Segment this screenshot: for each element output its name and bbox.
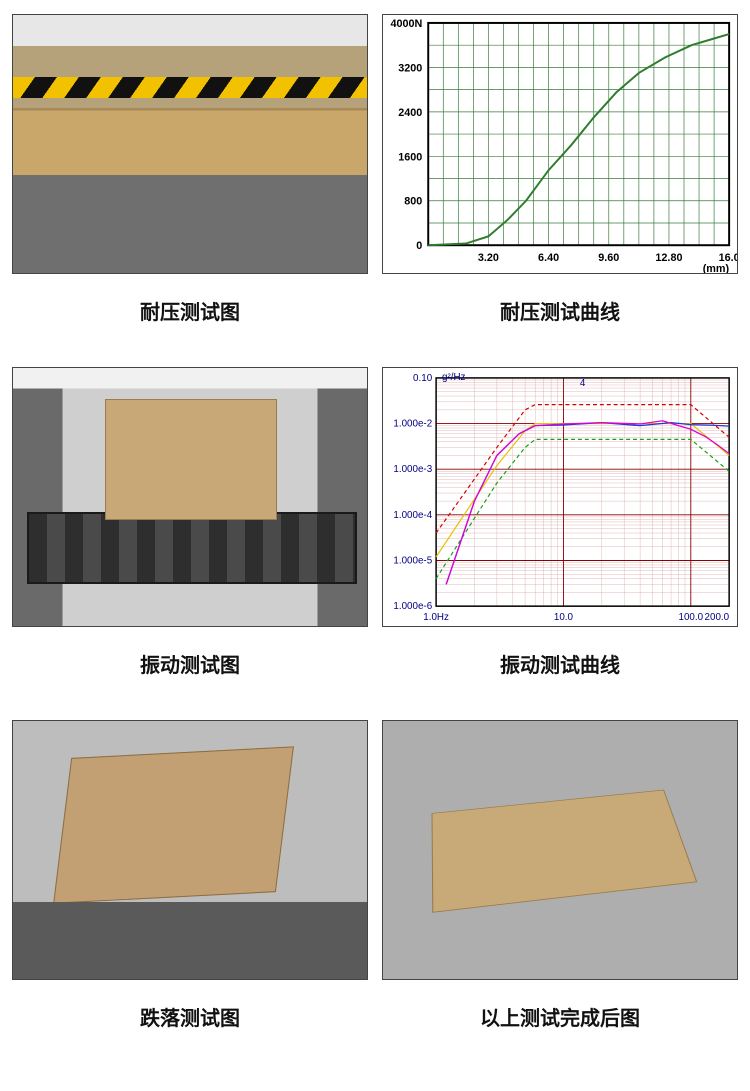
- svg-text:1.000e-4: 1.000e-4: [393, 510, 432, 521]
- svg-text:0: 0: [416, 240, 422, 252]
- svg-text:1.000e-5: 1.000e-5: [393, 555, 432, 566]
- svg-text:(mm): (mm): [703, 263, 730, 273]
- svg-text:4: 4: [580, 378, 586, 389]
- figure-grid: 耐压测试图 0 800 1600 2400 3200 4000N 3.20 6.40 9.60 1…: [0, 0, 750, 1091]
- svg-text:1.000e-2: 1.000e-2: [393, 419, 432, 430]
- svg-text:100.0: 100.0: [679, 612, 704, 623]
- cell-drop-photo: 跌落测试图: [12, 720, 368, 1061]
- cell-vibration-curve: 1.000e-6 1.000e-5 1.000e-4 1.000e-3 1.000e-2…: [382, 367, 738, 708]
- caption-vibration-photo: 振动测试图: [140, 649, 240, 678]
- caption-compression-photo: 耐压测试图: [140, 296, 240, 325]
- vibration-test-photo: [12, 367, 368, 627]
- compression-test-photo: [12, 14, 368, 274]
- svg-text:1.000e-3: 1.000e-3: [393, 464, 432, 475]
- compression-test-chart: 08001600240032004000N3.206.409.6012.8016…: [382, 14, 738, 274]
- cell-compression-photo: 耐压测试图: [12, 14, 368, 355]
- svg-text:10.0: 10.0: [554, 612, 574, 623]
- svg-text:9.60: 9.60: [598, 252, 619, 264]
- svg-text:12.80: 12.80: [655, 252, 682, 264]
- caption-after-photo: 以上测试完成后图: [480, 1002, 640, 1031]
- svg-text:6.40: 6.40: [538, 252, 559, 264]
- cell-compression-curve: 08001600240032004000N3.206.409.6012.8016…: [382, 14, 738, 355]
- svg-text:1.0Hz: 1.0Hz: [423, 612, 449, 623]
- svg-text:800: 800: [404, 196, 422, 208]
- svg-text:0.10: 0.10: [413, 373, 433, 384]
- svg-text:200.0: 200.0: [705, 612, 730, 623]
- vibration-test-chart: 1.000e-6 1.000e-5 1.000e-4 1.000e-3 1.000e-2…: [382, 367, 738, 627]
- cell-vibration-photo: 振动测试图: [12, 367, 368, 708]
- caption-compression-curve: 耐压测试曲线: [500, 296, 620, 325]
- svg-text:4000N: 4000N: [390, 18, 422, 30]
- caption-vibration-curve: 振动测试曲线: [500, 649, 620, 678]
- svg-text:3200: 3200: [398, 62, 422, 74]
- svg-text:2400: 2400: [398, 107, 422, 119]
- cell-after-photo: 以上测试完成后图: [382, 720, 738, 1061]
- svg-text:1.000e-6: 1.000e-6: [393, 601, 432, 612]
- svg-text:1600: 1600: [398, 151, 422, 163]
- svg-text:3.20: 3.20: [478, 252, 499, 264]
- drop-test-photo: [12, 720, 368, 980]
- hazard-stripe: [13, 77, 367, 98]
- svg-text:g²/Hz: g²/Hz: [442, 372, 466, 383]
- after-test-photo: [382, 720, 738, 980]
- caption-drop-photo: 跌落测试图: [140, 1002, 240, 1031]
